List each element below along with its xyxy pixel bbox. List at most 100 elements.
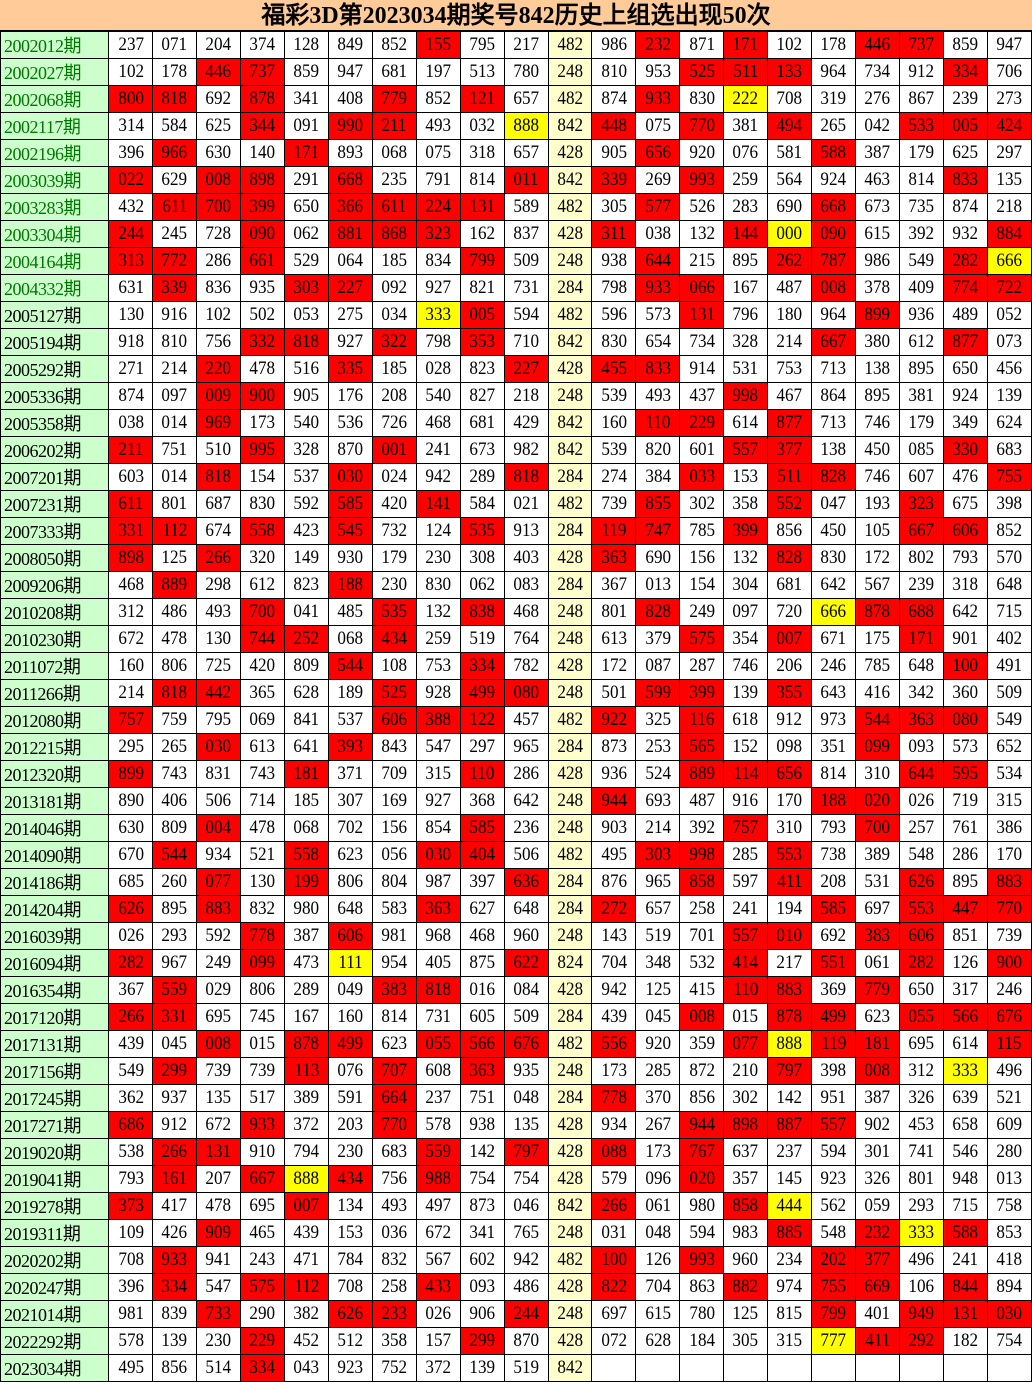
table-row: 2021014期 981 839 733 290 382 626 233 026 906 244 24… — [0, 1300, 1032, 1328]
number-cell: 439 — [591, 1003, 637, 1031]
number-cell: 564 — [767, 166, 813, 194]
number-cell: 348 — [635, 949, 681, 977]
number-cell: 719 — [942, 787, 988, 815]
number-cell: 138 — [811, 436, 856, 464]
number-cell: 076 — [327, 1057, 373, 1085]
number-cell: 241 — [415, 436, 461, 464]
period-cell: 2004164期 — [0, 247, 110, 275]
number-cell: 170 — [767, 787, 813, 815]
number-value: 546 — [952, 1141, 979, 1162]
number-value: 818 — [205, 466, 232, 487]
number-value: 629 — [161, 169, 188, 190]
number-cell: 706 — [986, 58, 1032, 86]
number-cell: 715 — [942, 1192, 988, 1220]
number-cell-red: 933 — [635, 85, 681, 113]
number-cell-red: 575 — [240, 1273, 286, 1301]
number-cell-red: 114 — [723, 760, 769, 788]
number-value: 533 — [908, 115, 935, 136]
number-cell: 047 — [811, 490, 856, 518]
number-cell: 806 — [327, 868, 373, 896]
number-cell: 739 — [986, 922, 1032, 950]
number-cell: 614 — [723, 409, 769, 437]
number-value: 607 — [908, 466, 935, 487]
number-cell: 429 — [503, 409, 549, 437]
number-cell: 623 — [855, 1003, 900, 1031]
number-value: 751 — [469, 1087, 495, 1108]
number-value: 745 — [249, 1006, 276, 1027]
table-row: 2017120期 266 331 695 745 167 160 814 731 605 509 28… — [0, 1003, 1032, 1031]
number-value: 933 — [645, 88, 671, 109]
number-cell-red: 878 — [284, 1030, 329, 1058]
number-value: 416 — [864, 682, 891, 703]
number-cell: 218 — [986, 193, 1032, 221]
number-value: 898 — [117, 547, 144, 568]
number-value: 392 — [688, 817, 715, 838]
number-cell: 758 — [986, 1192, 1032, 1220]
number-cell-red: 855 — [635, 490, 681, 518]
number-value: 877 — [776, 412, 803, 433]
number-cell: 450 — [811, 517, 856, 545]
period-cell: 2013181期 — [0, 787, 110, 815]
number-cell-red: 767 — [679, 1138, 725, 1166]
number-cell: 068 — [284, 814, 329, 842]
number-cell-red: 770 — [371, 1111, 417, 1139]
number-value: 061 — [864, 952, 891, 973]
number-value: 627 — [469, 898, 495, 919]
period-cell: 2017131期 — [0, 1030, 110, 1058]
number-cell-red: 599 — [635, 679, 681, 707]
number-cell: 130 — [196, 625, 242, 653]
number-value: 396 — [117, 1276, 144, 1297]
number-cell: 923 — [811, 1165, 856, 1193]
number-cell: 715 — [986, 598, 1032, 626]
number-cell-red: 188 — [327, 571, 373, 599]
number-value: 779 — [864, 979, 891, 1000]
number-value: 162 — [469, 223, 495, 244]
number-value: 830 — [425, 574, 452, 595]
number-cell: 732 — [371, 517, 417, 545]
number-value: 613 — [601, 628, 627, 649]
number-cell: 026 — [108, 922, 154, 950]
number-value: 877 — [952, 331, 979, 352]
number-value: 374 — [249, 34, 276, 55]
number-value: 918 — [117, 331, 144, 352]
number-cell-red: 611 — [371, 193, 417, 221]
number-cell-red: 744 — [240, 625, 286, 653]
number-value: 415 — [688, 979, 715, 1000]
number-value: 878 — [293, 1033, 320, 1054]
number-value: 325 — [645, 709, 671, 730]
number-cell-red: 664 — [371, 1084, 417, 1112]
table-row: 2007231期 611 801 687 830 592 585 420 141 584 021 48… — [0, 490, 1032, 518]
number-value: 686 — [117, 1114, 144, 1135]
number-cell-red: 007 — [284, 1192, 329, 1220]
number-cell: 509 — [503, 247, 549, 275]
number-value: 351 — [820, 736, 847, 757]
number-cell: 295 — [108, 733, 154, 761]
number-cell: 130 — [108, 301, 154, 329]
number-cell: 387 — [284, 922, 329, 950]
number-value: 048 — [645, 1222, 671, 1243]
number-value: 719 — [952, 790, 979, 811]
number-value: 428 — [557, 1168, 583, 1189]
number-cell: 132 — [679, 220, 725, 248]
number-value: 214 — [645, 817, 671, 838]
number-value: 933 — [249, 1114, 276, 1135]
number-value: 482 — [557, 196, 583, 217]
number-cell-red: 112 — [152, 517, 198, 545]
number-cell: 204 — [196, 31, 242, 59]
number-cell-red: 282 — [942, 247, 988, 275]
number-cell-red: 877 — [942, 328, 988, 356]
table-row: 2005336期 874 097 009 900 905 176 208 540 827 218 24… — [0, 382, 1032, 410]
number-cell: 734 — [679, 328, 725, 356]
number-value: 091 — [293, 115, 320, 136]
number-value: 156 — [688, 547, 715, 568]
number-cell: 486 — [503, 1273, 549, 1301]
number-cell-red: 353 — [459, 328, 505, 356]
number-value: 230 — [425, 547, 452, 568]
number-value: 188 — [337, 574, 364, 595]
number-cell: 540 — [415, 382, 461, 410]
period-cell: 2012215期 — [0, 733, 110, 761]
number-value: 842 — [557, 1195, 583, 1216]
number-value: 531 — [732, 358, 759, 379]
number-value: 547 — [205, 1276, 232, 1297]
number-cell: 485 — [327, 598, 373, 626]
